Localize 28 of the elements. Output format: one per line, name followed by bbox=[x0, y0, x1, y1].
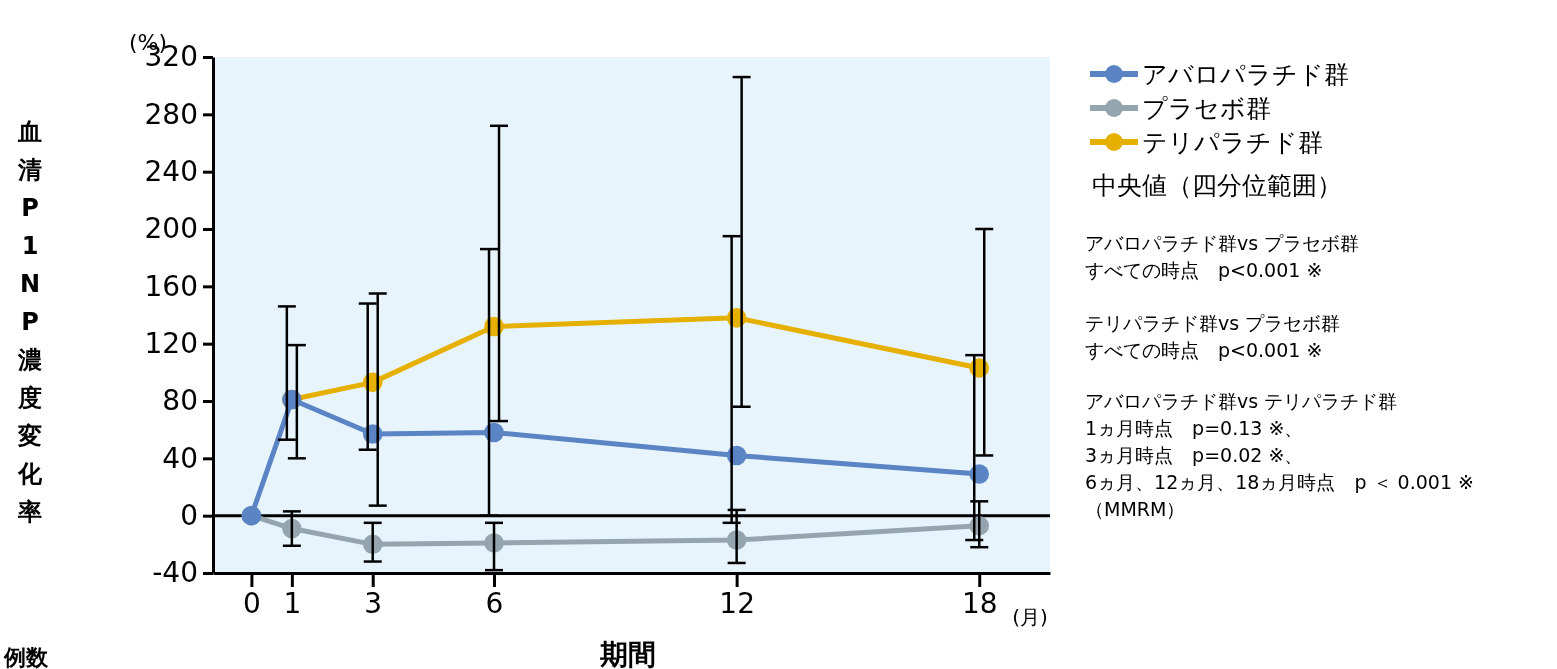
text: 中央値（四分位範囲） bbox=[1092, 171, 1342, 200]
text: すべての時点 p<0.001 ※ bbox=[1085, 259, 1323, 281]
text: (月) bbox=[1012, 605, 1048, 629]
x-tick-label: 18 bbox=[961, 586, 998, 620]
x-tick-label: 3 bbox=[364, 586, 383, 620]
text: アバロパラチド群vs プラセボ群 bbox=[1085, 232, 1360, 254]
y-tick-label: 0 bbox=[180, 499, 198, 533]
y-tick-label: 200 bbox=[144, 212, 198, 246]
y-tick-label: 240 bbox=[144, 155, 198, 189]
y-tick-label: -40 bbox=[152, 556, 198, 590]
x-tick-label: 12 bbox=[719, 586, 755, 620]
legend-label: テリパラチド群 bbox=[1142, 128, 1323, 157]
y-tick-label: 280 bbox=[144, 97, 198, 131]
y-tick-label: 160 bbox=[144, 269, 198, 303]
text: すべての時点 p<0.001 ※ bbox=[1085, 339, 1323, 361]
text: アバロパラチド群vs テリパラチド群 1ヵ月時点 p=0.13 ※、 3ヵ月時点 p=0.02 ※、 6ヵ月、12ヵ月、18ヵ月時点 p ＜ 0.001 ※ （MMRM） bbox=[1085, 390, 1474, 520]
x-tick-label: 6 bbox=[485, 586, 504, 620]
legend-label: プラセボ群 bbox=[1142, 94, 1271, 123]
y-tick-label: 40 bbox=[162, 441, 198, 475]
text: テリパラチド群vs プラセボ群 bbox=[1085, 312, 1341, 334]
x-tick-label: 0 bbox=[243, 586, 261, 620]
legend-label: アバロパラチド群 bbox=[1142, 60, 1349, 89]
y-tick-label: 80 bbox=[162, 384, 198, 418]
x-axis-title: 期間 bbox=[599, 638, 656, 669]
text: 例数 bbox=[3, 645, 49, 669]
x-tick-label: 1 bbox=[283, 586, 302, 620]
text: 血清P1NP濃度変化率 bbox=[18, 118, 42, 526]
y-tick-label: 120 bbox=[144, 327, 198, 361]
